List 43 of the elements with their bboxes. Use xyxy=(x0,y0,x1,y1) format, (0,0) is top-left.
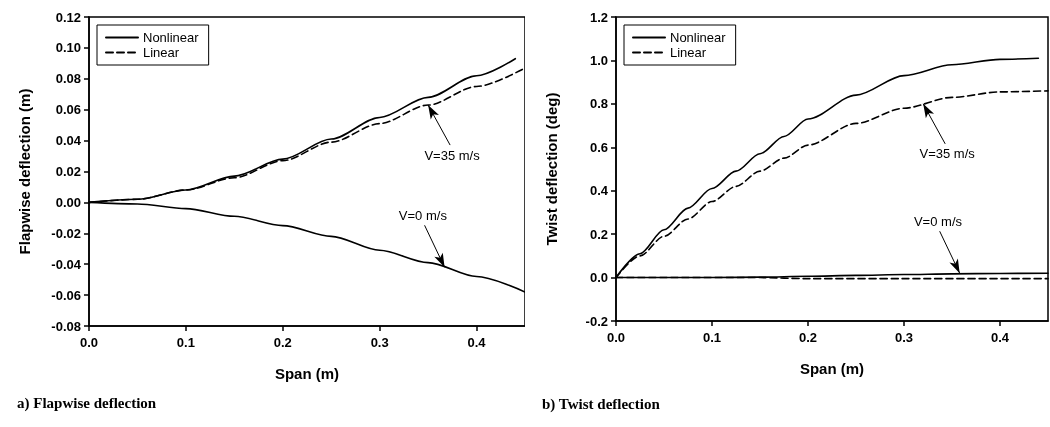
y-tick-label: 0.8 xyxy=(589,96,608,112)
y-axis-title: Flapwise deflection (m) xyxy=(16,88,33,255)
text: b) Twist deflection xyxy=(542,395,661,413)
y-tick-label: -0.08 xyxy=(51,318,81,334)
y-tick-label: -0.06 xyxy=(51,287,81,303)
y-tick-label: 0.06 xyxy=(55,102,81,118)
legend-label: Linear xyxy=(670,45,707,60)
legend-label: Nonlinear xyxy=(143,30,200,45)
y-tick-label: 0.0 xyxy=(589,270,608,286)
x-axis-title: Span (m) xyxy=(274,365,340,382)
y-axis-title: Twist deflection (deg) xyxy=(543,92,560,246)
y-tick-label: 0.4 xyxy=(589,183,609,199)
annotation: V=35 m/s xyxy=(424,147,481,163)
x-tick-label: 0.3 xyxy=(894,330,914,345)
y-tick-label: 0.2 xyxy=(589,226,608,242)
text: a) Flapwise deflection xyxy=(17,394,157,412)
x-tick-label: 0.1 xyxy=(176,335,195,350)
x-tick-label: 0.0 xyxy=(79,335,99,350)
legend-label: Nonlinear xyxy=(670,30,727,45)
y-tick-label: 0.10 xyxy=(55,40,81,56)
y-tick-label: 0.04 xyxy=(55,133,82,149)
y-tick-label: 0.00 xyxy=(55,194,81,210)
x-tick-label: 0.3 xyxy=(370,335,389,350)
y-tick-label: 0.02 xyxy=(55,164,81,179)
x-tick-label: 0.2 xyxy=(798,330,818,345)
x-tick-label: 0.4 xyxy=(467,335,487,350)
y-tick-label: 0.6 xyxy=(589,139,608,155)
x-tick-label: 0.4 xyxy=(990,330,1010,345)
y-tick-label: 1.2 xyxy=(589,9,608,25)
annotation: V=0 m/s xyxy=(913,213,963,229)
y-tick-label: 1.0 xyxy=(589,52,608,68)
annotation: V=0 m/s xyxy=(398,207,448,223)
legend-label: Linear xyxy=(143,45,180,60)
x-tick-label: 0.0 xyxy=(606,330,626,345)
annotation: V=35 m/s xyxy=(919,146,976,162)
y-tick-label: 0.12 xyxy=(55,9,81,25)
x-axis-title: Span (m) xyxy=(799,360,865,377)
y-tick-label: -0.02 xyxy=(51,225,81,241)
y-tick-label: -0.04 xyxy=(51,256,82,272)
y-tick-label: -0.2 xyxy=(585,313,608,329)
y-tick-label: 0.08 xyxy=(55,71,81,87)
x-tick-label: 0.2 xyxy=(273,335,292,350)
x-tick-label: 0.1 xyxy=(702,330,722,345)
